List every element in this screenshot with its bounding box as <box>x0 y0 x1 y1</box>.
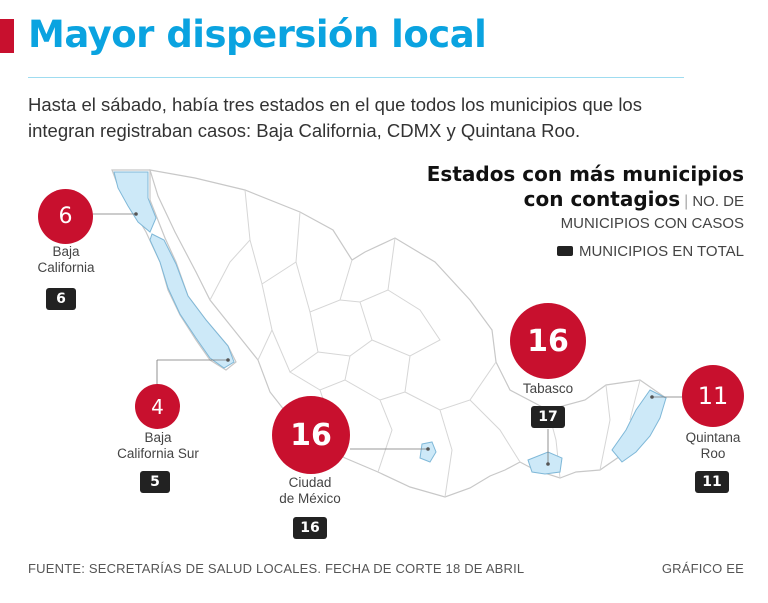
state-quintana-roo <box>611 389 667 463</box>
legend-title-line1: Estados con más municipios <box>426 162 744 186</box>
page-title: Mayor dispersión local <box>28 13 487 56</box>
legend-key: MUNICIPIOS EN TOTAL <box>427 243 744 260</box>
title-divider <box>28 77 684 78</box>
badge-quintana-roo: 11 <box>695 471 729 493</box>
circle-quintana-roo: 11 <box>682 365 744 427</box>
circle-ciudad-de-mexico: 16 <box>272 396 350 474</box>
footer-source: FUENTE: SECRETARÍAS DE SALUD LOCALES. FE… <box>28 561 525 576</box>
legend-sub-1: NO. DE <box>692 193 744 210</box>
badge-baja-california-sur: 5 <box>140 471 170 493</box>
with-cases-baja-california: 6 <box>58 204 73 229</box>
legend-separator: | <box>684 193 689 210</box>
leader-dots <box>134 212 654 466</box>
legend-title-line2: con contagios <box>523 187 681 211</box>
badge-ciudad-de-mexico: 16 <box>293 517 327 539</box>
with-cases-quintana-roo: 11 <box>697 382 729 410</box>
label-tabasco: Tabasco <box>522 381 574 396</box>
label-baja-california: Baja California <box>37 244 95 275</box>
footer-credit: GRÁFICO EE <box>661 561 744 576</box>
label-quintana-roo: Quintana Roo <box>685 430 741 461</box>
legend-key-swatch <box>556 246 573 257</box>
circle-baja-california: 6 <box>38 189 93 244</box>
badge-tabasco: 17 <box>531 406 565 428</box>
label-baja-california-sur: Baja California Sur <box>117 430 199 461</box>
state-baja-california-sur <box>149 233 235 369</box>
legend-title-line2-wrap: con contagios | NO. DE <box>427 187 744 213</box>
legend-key-label: MUNICIPIOS EN TOTAL <box>578 243 744 260</box>
with-cases-baja-california-sur: 4 <box>151 394 164 419</box>
state-ciudad-de-mexico <box>419 441 437 463</box>
legend: Estados con más municipios con contagios… <box>427 162 744 260</box>
leader-lines <box>93 213 682 464</box>
circle-tabasco: 16 <box>510 303 586 379</box>
badge-baja-california: 6 <box>46 288 76 310</box>
label-ciudad-de-mexico: Ciudad de México <box>279 475 341 506</box>
intro-text: Hasta el sábado, había tres estados en e… <box>28 94 642 141</box>
with-cases-ciudad-de-mexico: 16 <box>290 417 332 453</box>
legend-sub-2: MUNICIPIOS CON CASOS <box>560 215 744 232</box>
title-accent-bar <box>0 19 14 53</box>
with-cases-tabasco: 16 <box>527 323 569 359</box>
state-baja-california <box>113 171 157 233</box>
circle-baja-california-sur: 4 <box>135 384 180 429</box>
